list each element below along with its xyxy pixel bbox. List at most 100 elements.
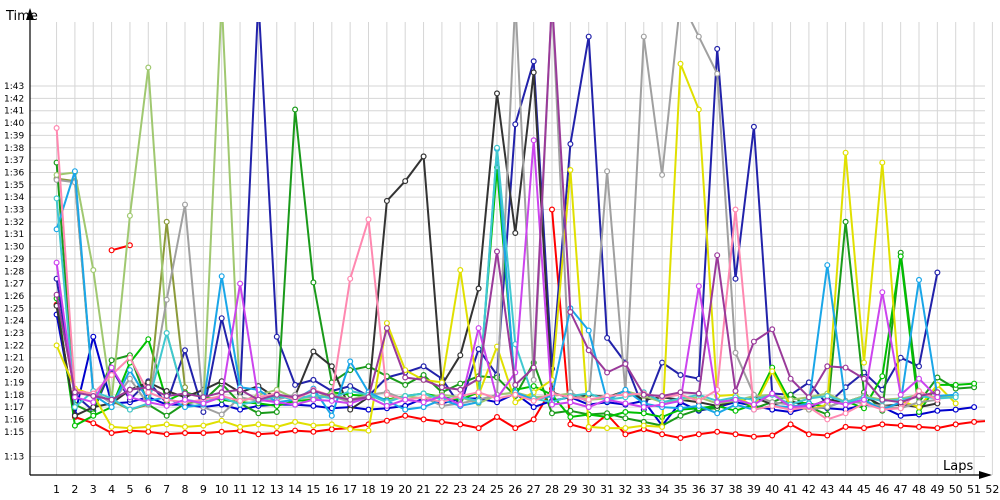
y-tick-label: 1:19 [4, 378, 24, 388]
data-point [402, 406, 409, 413]
data-point [494, 248, 501, 255]
data-point [732, 388, 739, 395]
data-point [126, 375, 133, 382]
x-tick-label: 45 [857, 483, 871, 496]
data-point [897, 253, 904, 260]
data-point [237, 280, 244, 287]
x-tick-label: 9 [200, 483, 207, 496]
data-point [677, 60, 684, 67]
data-point [550, 0, 555, 2]
data-point [897, 422, 904, 429]
x-tick-label: 47 [894, 483, 908, 496]
data-point [915, 363, 922, 370]
data-point [126, 406, 133, 413]
data-point [145, 384, 152, 391]
data-point [328, 393, 335, 400]
x-tick-label: 6 [145, 483, 152, 496]
data-point [383, 325, 390, 332]
data-point [53, 176, 60, 183]
data-point [695, 283, 702, 290]
data-point [952, 421, 959, 428]
data-point [824, 262, 831, 269]
series-2 [548, 206, 985, 442]
data-point [310, 422, 317, 429]
series-1 [108, 242, 133, 254]
data-point [897, 399, 904, 406]
data-point [732, 431, 739, 438]
data-point [347, 396, 354, 403]
data-point [622, 386, 629, 393]
data-point [182, 430, 189, 437]
data-point [824, 397, 831, 404]
data-point [218, 315, 225, 322]
data-point [677, 405, 684, 412]
data-point [53, 259, 60, 266]
y-tick-label: 1:25 [4, 304, 24, 314]
y-tick-label: 1:30 [4, 243, 24, 253]
x-tick-label: 36 [692, 483, 706, 496]
data-point [163, 296, 170, 303]
data-point [218, 428, 225, 435]
data-point [218, 389, 225, 396]
data-point [604, 334, 611, 341]
data-point [273, 333, 280, 340]
data-point [310, 376, 317, 383]
x-tick-label: 22 [435, 483, 449, 496]
data-point [622, 409, 629, 416]
y-tick-label: 1:13 [4, 453, 24, 463]
data-point [475, 389, 482, 396]
data-point [567, 167, 574, 174]
data-point [585, 390, 592, 397]
data-point [952, 400, 959, 407]
data-point [108, 357, 115, 364]
data-point [163, 393, 170, 400]
data-point [952, 394, 959, 401]
data-point [750, 338, 757, 345]
x-tick-label: 12 [251, 483, 265, 496]
data-point [182, 390, 189, 397]
x-tick-label: 27 [527, 483, 541, 496]
data-point [824, 432, 831, 439]
data-point [200, 394, 207, 401]
data-point [475, 397, 482, 404]
data-point [530, 397, 537, 404]
data-point [530, 416, 537, 423]
data-point [365, 363, 372, 370]
data-point [567, 309, 574, 316]
data-point [71, 404, 78, 411]
data-point [475, 375, 482, 382]
data-point [219, 0, 224, 2]
y-tick-label: 1:34 [4, 193, 24, 203]
data-point [732, 206, 739, 213]
data-point [90, 393, 97, 400]
y-tick-label: 1:33 [4, 206, 24, 216]
data-point [310, 396, 317, 403]
data-point [769, 368, 776, 375]
x-tick-label: 34 [655, 483, 669, 496]
x-tick-label: 40 [765, 483, 779, 496]
data-point [787, 421, 794, 428]
data-point [512, 425, 519, 432]
data-point [750, 433, 757, 440]
data-point [622, 425, 629, 432]
y-tick-label: 1:28 [4, 267, 24, 277]
x-tick-label: 35 [673, 483, 687, 496]
data-point [438, 418, 445, 425]
data-point [292, 418, 299, 425]
data-point [328, 421, 335, 428]
data-point [548, 401, 555, 408]
data-point [659, 171, 666, 178]
y-tick-label: 1:15 [4, 428, 24, 438]
data-point [530, 69, 537, 76]
data-point [145, 423, 152, 430]
data-point [383, 417, 390, 424]
data-point [90, 404, 97, 411]
x-tick-label: 21 [417, 483, 431, 496]
series-line [56, 177, 186, 411]
data-point [218, 273, 225, 280]
x-tick-label: 17 [343, 483, 357, 496]
data-point [622, 360, 629, 367]
data-point [182, 396, 189, 403]
data-point [53, 291, 60, 298]
y-tick-label: 1:26 [4, 292, 24, 302]
